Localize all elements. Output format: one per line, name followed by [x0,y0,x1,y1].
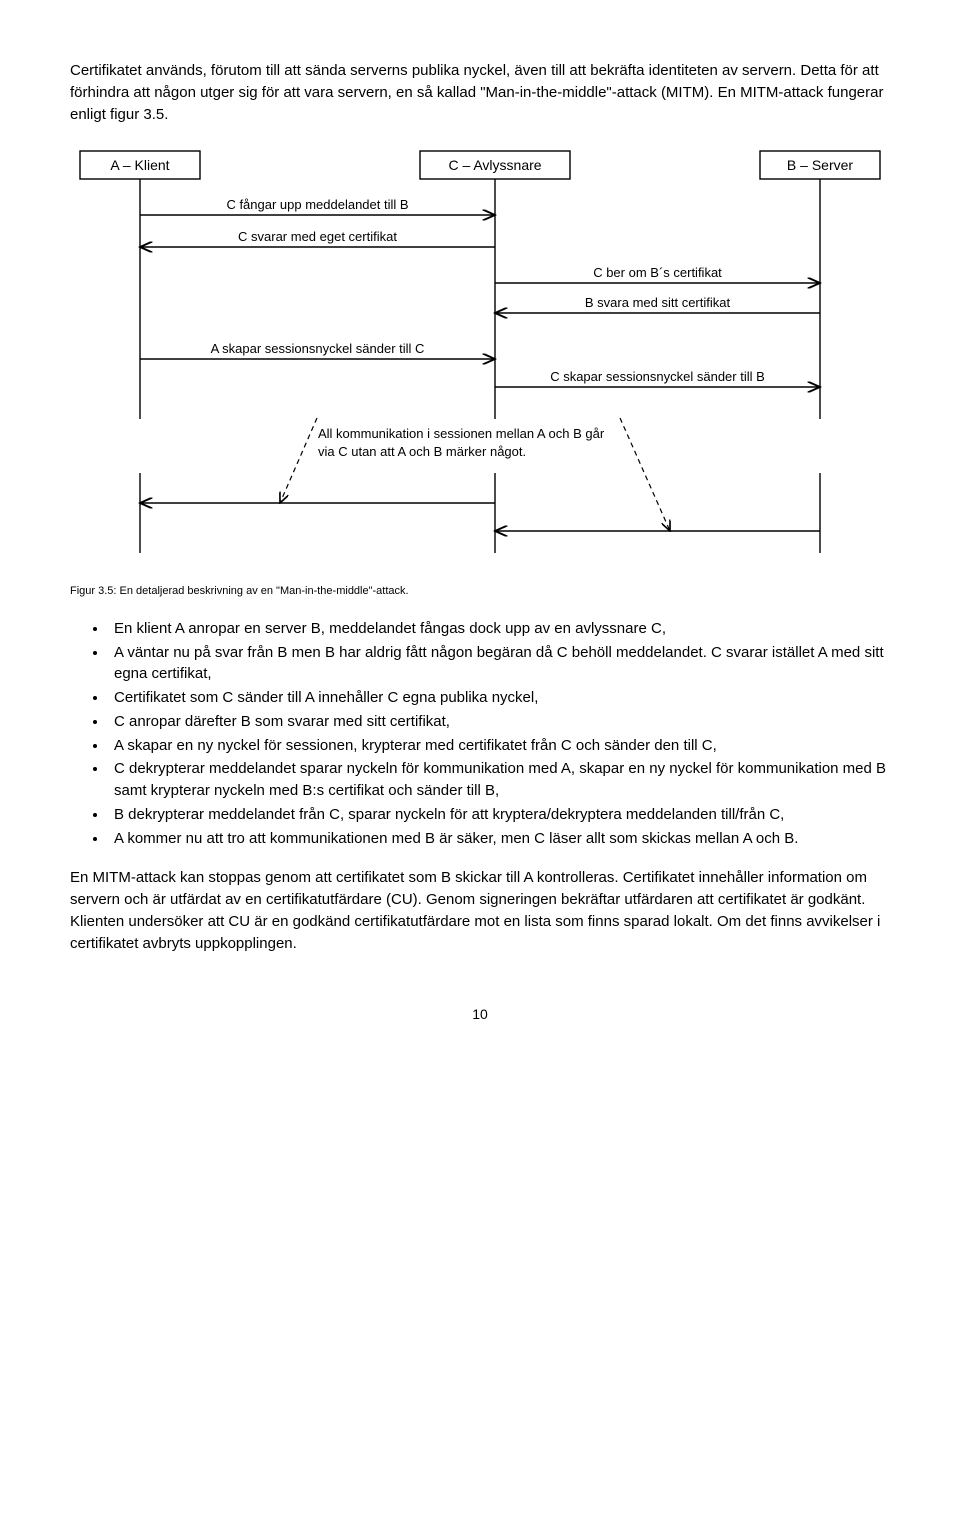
list-item: A skapar en ny nyckel för sessionen, kry… [108,735,890,757]
list-item: C dekrypterar meddelandet sparar nyckeln… [108,758,890,802]
list-item: A väntar nu på svar från B men B har ald… [108,642,890,686]
svg-text:C ber om B´s certifikat: C ber om B´s certifikat [593,265,722,280]
attack-steps-list: En klient A anropar en server B, meddela… [70,618,890,850]
svg-text:via C utan att A och B märker: via C utan att A och B märker något. [318,444,526,459]
mitm-sequence-diagram: A – Klient C – Avlyssnare B – Server C fång… [70,143,890,570]
intro-paragraph: Certifikatet används, förutom till att s… [70,60,890,125]
list-item: A kommer nu att tro att kommunikationen … [108,828,890,850]
list-item: B dekrypterar meddelandet från C, sparar… [108,804,890,826]
svg-text:B svara med sitt certifikat: B svara med sitt certifikat [585,295,731,310]
svg-text:B – Server: B – Server [787,157,853,173]
list-item: C anropar därefter B som svarar med sitt… [108,711,890,733]
svg-text:A – Klient: A – Klient [110,157,169,173]
svg-text:C – Avlyssnare: C – Avlyssnare [448,157,541,173]
figure-caption: Figur 3.5: En detaljerad beskrivning av … [70,584,890,600]
svg-text:C skapar sessionsnyckel sänder: C skapar sessionsnyckel sänder till B [550,369,765,384]
svg-text:A skapar sessionsnyckel sänder: A skapar sessionsnyckel sänder till C [211,341,425,356]
list-item: En klient A anropar en server B, meddela… [108,618,890,640]
svg-text:C svarar med eget certifikat: C svarar med eget certifikat [238,229,397,244]
svg-text:All kommunikation i sessionen: All kommunikation i sessionen mellan A o… [318,426,605,441]
svg-text:C fångar upp meddelandet till: C fångar upp meddelandet till B [226,197,408,212]
outro-paragraph: En MITM-attack kan stoppas genom att cer… [70,867,890,954]
page-number: 10 [70,1004,890,1024]
list-item: Certifikatet som C sänder till A innehål… [108,687,890,709]
